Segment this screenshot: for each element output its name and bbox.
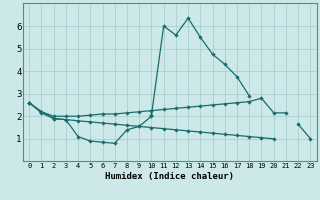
X-axis label: Humidex (Indice chaleur): Humidex (Indice chaleur): [105, 172, 234, 181]
